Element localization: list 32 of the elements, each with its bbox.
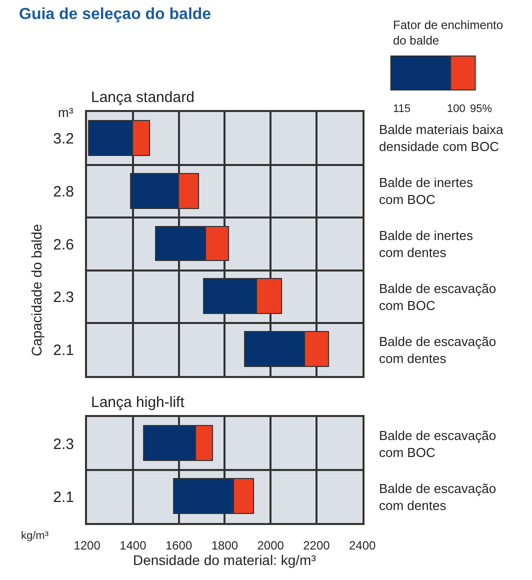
y-tick-label: 2.6	[53, 236, 74, 254]
text: Balde de escavação com dentes	[379, 334, 496, 366]
text: 95%	[470, 103, 492, 115]
text: m³	[58, 105, 74, 120]
y-tick-label: 2.3	[53, 436, 74, 453]
x-tick-label: 1400	[120, 538, 147, 552]
text: Balde materiais baixa densidade com BOC	[379, 122, 504, 154]
text: 115	[393, 103, 411, 115]
chart-title: Lança high-lift	[91, 394, 186, 411]
legend-title: Fator de enchimento do balde	[393, 18, 504, 48]
y-tick-label: 2.8	[53, 183, 74, 200]
text: Balde de escavação com BOC	[379, 281, 496, 313]
x-tick-label: 1200	[74, 538, 101, 552]
text: 100	[447, 103, 466, 115]
x-axis-title: Densidade do material: kg/m³	[133, 552, 316, 568]
text: Balde de escavação com BOC	[379, 428, 496, 460]
y-axis-title: Capacidade do balde	[28, 224, 44, 356]
text: Balde de inertes com BOC	[379, 175, 474, 207]
x-tick-label: 2000	[257, 538, 284, 552]
y-tick-label: 2.1	[53, 488, 74, 506]
x-tick-label: 2400	[348, 538, 376, 552]
text: kg/m³	[21, 530, 49, 542]
chart-title: Lança standard	[91, 89, 194, 106]
text: Guia de seleçao do balde	[19, 6, 212, 23]
y-tick-label: 2.3	[53, 289, 74, 306]
y-tick-label: 2.1	[53, 342, 74, 359]
text: Balde de inertes com dentes	[379, 228, 474, 260]
x-tick-label: 1800	[211, 538, 238, 552]
x-tick-label: 1600	[165, 538, 192, 552]
y-tick-label: 3.2	[53, 130, 74, 148]
x-tick-label: 2200	[303, 538, 330, 552]
text: Balde de escavação com dentes	[379, 481, 496, 513]
